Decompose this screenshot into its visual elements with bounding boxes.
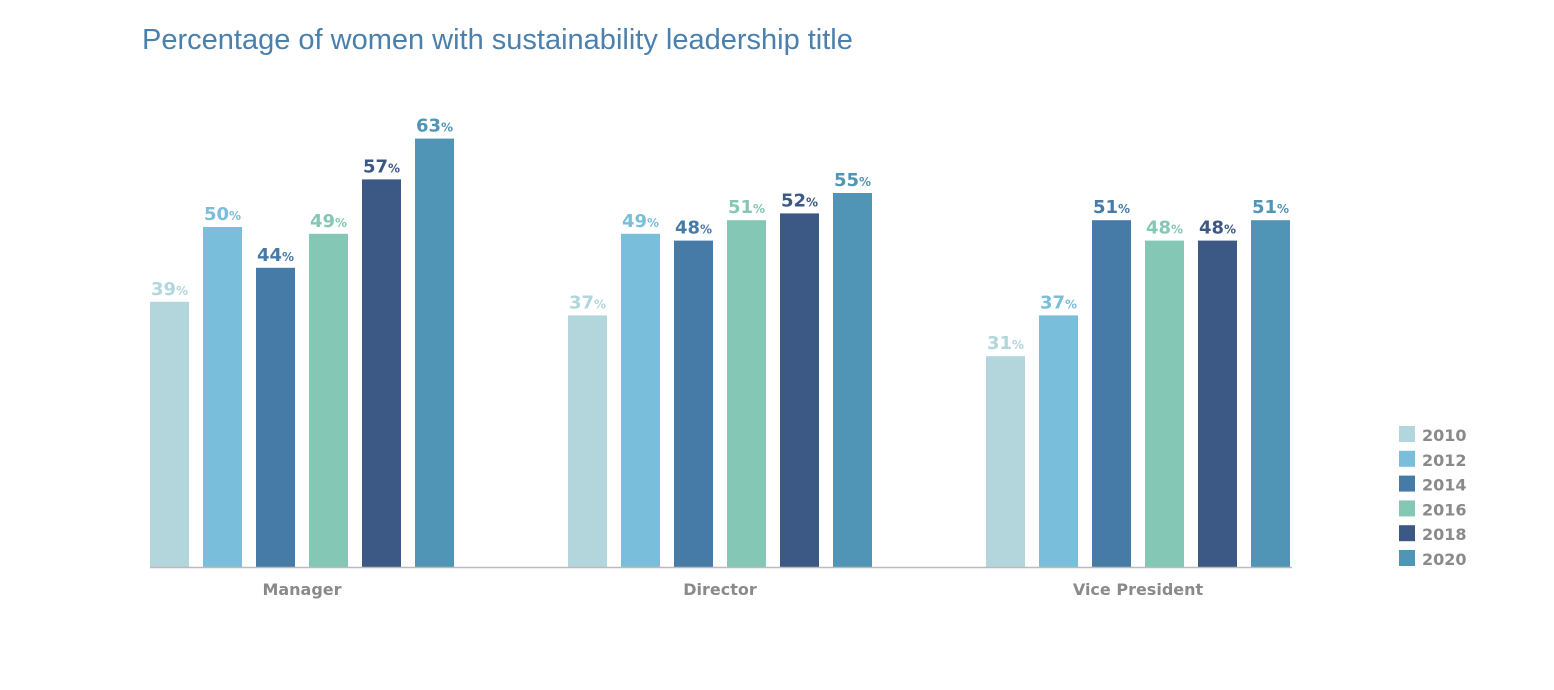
bar-vice-president-2014 [1092,220,1131,567]
bar-manager-2014 [256,267,295,567]
bar-manager-2010 [150,301,189,567]
value-label: 48% [1146,218,1183,239]
value-number: 50 [204,204,229,225]
value-suffix: % [1224,223,1236,237]
legend-swatch [1399,450,1415,467]
value-number: 37 [569,292,594,313]
bar-director-2020 [833,193,872,567]
value-number: 63 [416,116,441,137]
value-label: 57% [363,156,400,177]
value-number: 39 [151,279,176,300]
legend-label: 2014 [1422,476,1467,495]
value-suffix: % [1171,223,1183,237]
legend-swatch [1399,426,1415,442]
value-number: 49 [310,211,335,232]
value-suffix: % [647,216,659,230]
legend-swatch [1399,525,1415,542]
value-label: 51% [1093,197,1130,218]
value-label: 37% [1040,292,1077,313]
legend-swatch [1399,475,1415,492]
bar-manager-2020 [415,138,454,567]
legend-label: 2020 [1422,550,1467,569]
category-label: Manager [262,580,341,599]
value-suffix: % [441,121,453,135]
value-suffix: % [229,209,241,223]
value-suffix: % [282,250,294,264]
bars-layer [150,138,1290,568]
legend-label: 2016 [1422,500,1467,519]
value-label: 37% [569,292,606,313]
value-labels-layer: 39%50%44%49%57%63%37%49% 48%51% 52%55%31%3… [151,116,1289,355]
value-number: 48 [1199,218,1224,239]
value-label: 31% [987,333,1024,354]
bar-vice-president-2010 [986,356,1025,567]
bar-manager-2018 [362,179,401,567]
value-label: 63% [416,116,453,137]
bar-director-2016 [727,220,766,567]
value-number: 48 [675,218,700,239]
value-suffix: % [1118,202,1130,216]
bar-director-2018 [780,213,819,567]
legend-label: 2018 [1422,525,1467,544]
value-label: 48% [1199,218,1236,239]
value-suffix: % [594,297,606,311]
value-suffix: % [700,223,712,237]
value-label: 55% [834,170,871,191]
legend-label: 2010 [1422,426,1467,445]
category-labels-layer: Manager Director Vice President [262,580,1203,599]
bar-vice-president-2020 [1251,220,1290,567]
bar-director-2014 [674,240,713,567]
value-number: 55 [834,170,859,191]
value-suffix: % [1065,297,1077,311]
value-number: 44 [257,245,282,266]
value-number: 51 [1093,197,1118,218]
bar-director-2012 [621,233,660,568]
value-label: 49% [310,211,347,232]
legend: 2010 2012 2014 2016 2018 2020 [1399,426,1467,569]
value-suffix: % [859,175,871,189]
value-suffix: % [753,202,765,216]
value-number: 51 [1252,197,1277,218]
legend-swatch [1399,550,1415,566]
bar-vice-president-2016 [1145,240,1184,567]
bar-vice-president-2018 [1198,240,1237,567]
bar-director-2010 [568,315,607,567]
value-label: 39% [151,279,188,300]
value-suffix: % [335,216,347,230]
value-number: 51 [728,197,753,218]
value-label: 44% [257,245,294,266]
value-label: 48% [675,218,712,239]
value-label: 52% [781,190,818,211]
value-label: 50% [204,204,241,225]
value-number: 31 [987,333,1012,354]
category-label: Vice President [1073,580,1204,599]
value-suffix: % [806,195,818,209]
value-number: 52 [781,190,806,211]
value-number: 49 [622,211,647,232]
chart-title: Percentage of women with sustainability … [142,24,853,56]
bar-manager-2012 [203,227,242,567]
bar-vice-president-2012 [1039,315,1078,567]
category-label: Director [683,580,757,599]
value-suffix: % [1012,338,1024,352]
value-suffix: % [176,284,188,298]
legend-swatch [1399,500,1415,517]
value-label: 51% [1252,197,1289,218]
value-label: 51% [728,197,765,218]
value-number: 48 [1146,218,1171,239]
value-suffix: % [1277,202,1289,216]
value-label: 49% [622,211,659,232]
value-number: 57 [363,156,388,177]
legend-label: 2012 [1422,451,1467,470]
value-number: 37 [1040,292,1065,313]
value-suffix: % [388,161,400,175]
bar-manager-2016 [309,233,348,568]
